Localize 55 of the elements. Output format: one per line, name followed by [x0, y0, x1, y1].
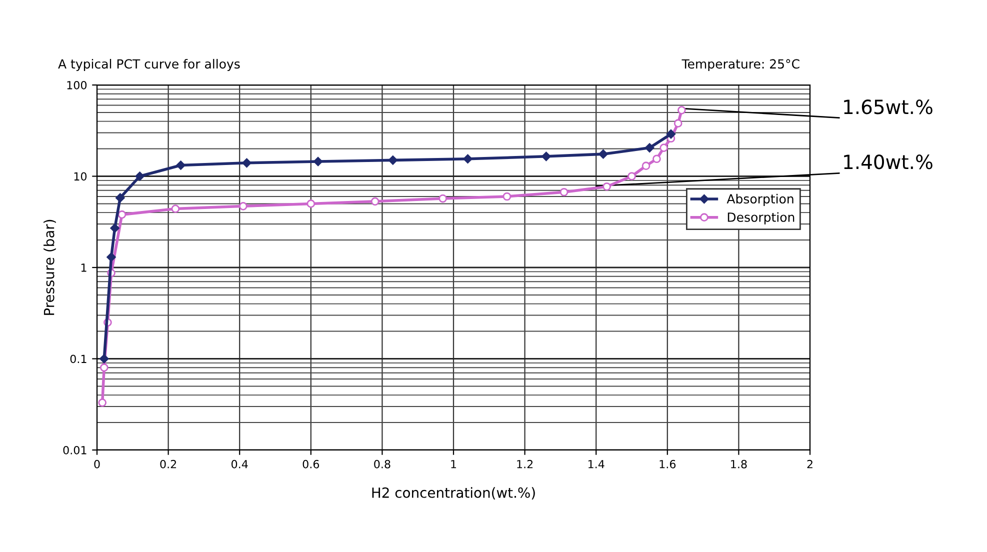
x-tick-label: 0.8 — [374, 460, 390, 468]
point — [677, 106, 686, 114]
point — [242, 158, 252, 168]
annotation: 1.40wt.% — [844, 154, 932, 170]
point — [652, 154, 661, 164]
point — [463, 154, 472, 164]
point — [542, 152, 551, 162]
y-tick-label: 0.1 — [70, 354, 86, 364]
y-tick-label: 1 — [81, 264, 86, 272]
x-tick-label: 0.2 — [160, 460, 176, 468]
point — [502, 192, 512, 201]
chart-subtitle: Temperature: 25°C — [682, 59, 800, 72]
point — [100, 363, 108, 372]
point — [642, 162, 650, 170]
x-axis-title: H2 concentration(wt.%) — [372, 487, 535, 500]
x-tick-label: 1 — [451, 460, 456, 468]
point — [598, 149, 608, 159]
x-tick-label: 0.4 — [232, 460, 248, 468]
point — [116, 193, 125, 202]
point — [110, 224, 120, 233]
point — [135, 172, 144, 181]
point — [306, 200, 316, 208]
chart-title: A typical PCT curve for alloys — [58, 58, 240, 72]
point — [666, 129, 676, 139]
x-tick-label: 0 — [94, 460, 100, 468]
annotation: 1.65wt.% — [844, 100, 932, 114]
x-tick-label: 1.2 — [517, 460, 533, 468]
point — [171, 204, 180, 213]
point — [628, 172, 636, 180]
point — [644, 143, 654, 152]
point — [176, 160, 186, 170]
point — [388, 156, 398, 165]
x-tick-label: 0.6 — [302, 460, 320, 468]
y-tick-label: 100 — [67, 80, 87, 90]
x-tick-label: 1.6 — [660, 460, 676, 468]
x-tick-label: 1.4 — [588, 460, 604, 468]
legend-label: Absorption — [726, 194, 794, 206]
x-tick-label: 1.8 — [731, 460, 747, 468]
y-tick-label: 0.01 — [63, 446, 86, 454]
y-tick-label: 10 — [74, 172, 87, 181]
legend-label: Desorption — [728, 212, 794, 224]
point — [370, 197, 380, 206]
point — [438, 194, 447, 203]
point — [239, 202, 248, 210]
y-axis-title: Pressure (bar) — [44, 220, 56, 315]
x-tick-label: 2 — [807, 460, 812, 468]
point — [98, 398, 107, 407]
point — [100, 354, 109, 364]
point — [560, 188, 568, 196]
point — [674, 119, 682, 128]
point — [602, 182, 611, 191]
point — [660, 144, 668, 152]
point — [313, 156, 323, 166]
point — [106, 252, 116, 262]
point — [118, 210, 126, 219]
